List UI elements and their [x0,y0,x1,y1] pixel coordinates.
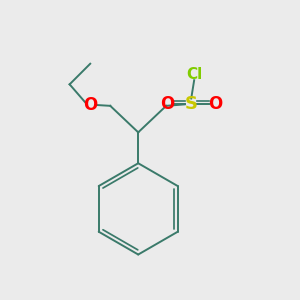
Text: O: O [160,95,174,113]
Text: O: O [83,96,98,114]
Text: O: O [208,95,223,113]
Text: S: S [185,95,198,113]
Text: Cl: Cl [186,68,202,82]
